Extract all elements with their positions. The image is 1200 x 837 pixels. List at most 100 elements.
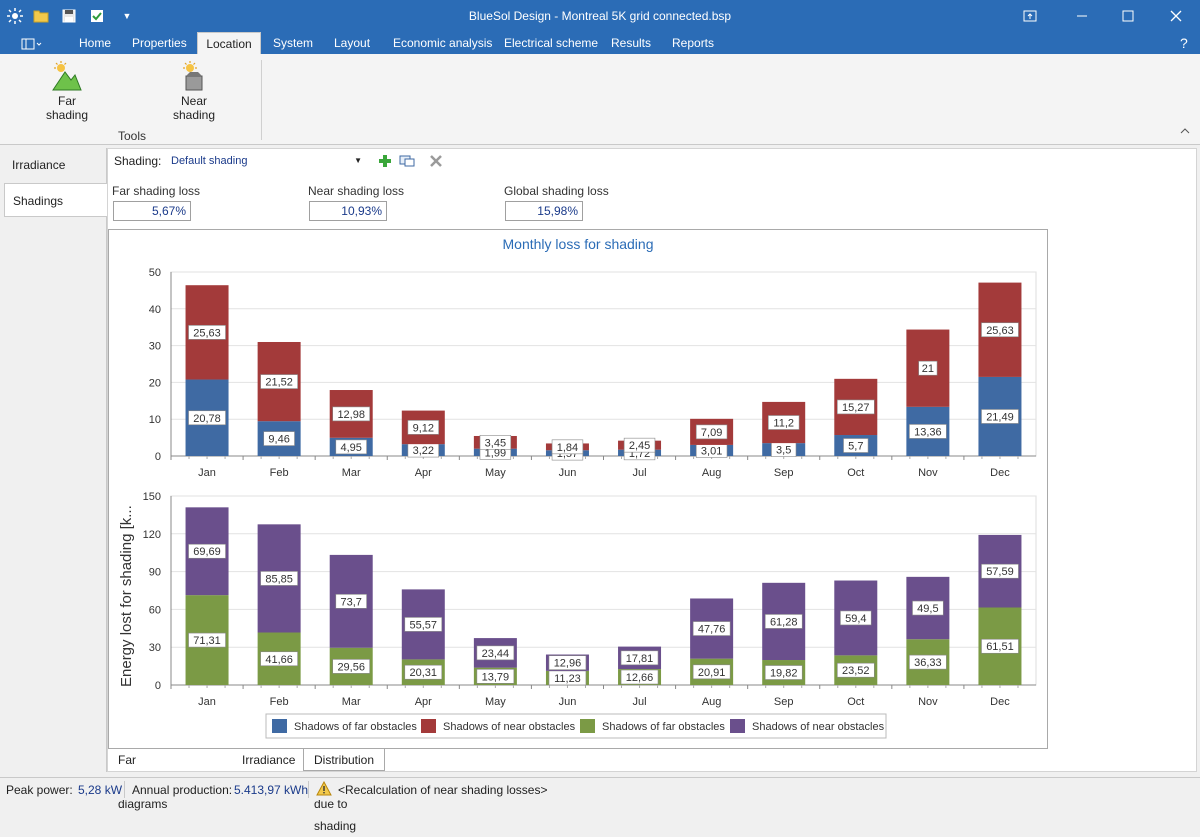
add-shading-icon[interactable] <box>376 153 394 169</box>
restore-ribbon-icon[interactable] <box>1020 6 1040 26</box>
data-label: 59,4 <box>845 613 866 625</box>
y-tick-label: 40 <box>149 304 161 316</box>
edit-shading-icon[interactable] <box>398 153 416 169</box>
data-label-box <box>692 664 731 680</box>
data-label-box <box>551 439 584 455</box>
data-label-box <box>623 437 656 453</box>
x-tick-label: Feb <box>270 467 289 479</box>
data-label-box <box>836 399 875 415</box>
data-label-box <box>188 410 226 426</box>
data-label-box <box>918 360 938 376</box>
x-tick-label: Jun <box>559 467 577 479</box>
x-tick-label: Oct <box>847 467 864 479</box>
far-shading-loss-field[interactable]: 5,67% <box>113 201 191 221</box>
status-bar: Peak power: 5,28 kW Annual production: 5… <box>0 777 1200 800</box>
app-menu-button[interactable] <box>18 32 46 54</box>
data-label-box <box>188 543 226 559</box>
data-label-box <box>476 645 515 661</box>
data-label: 9,12 <box>413 422 434 434</box>
tab-reports[interactable]: Reports <box>672 36 715 50</box>
x-tick-label: Jul <box>633 696 647 708</box>
tab-layout[interactable]: Layout <box>334 36 371 50</box>
y-tick-label: 0 <box>155 451 161 463</box>
far-shading-icon <box>52 61 82 91</box>
chevron-down-icon: ▼ <box>354 156 362 165</box>
shading-label: Shading: <box>114 154 162 168</box>
data-label: 17,81 <box>626 653 654 665</box>
data-label-box <box>479 435 512 450</box>
delete-shading-icon[interactable] <box>427 153 445 169</box>
data-label: 61,51 <box>986 641 1014 653</box>
x-tick-label: Nov <box>918 467 938 479</box>
tab-location[interactable]: Location <box>197 32 261 54</box>
data-label-box <box>260 374 298 389</box>
global-shading-loss-field[interactable]: 15,98% <box>505 201 583 221</box>
save-icon[interactable] <box>60 7 78 25</box>
tab-electrical-scheme[interactable]: Electrical scheme <box>504 36 599 50</box>
nav-shadings[interactable]: Shadings <box>4 183 107 217</box>
data-label-box <box>188 632 226 648</box>
data-label: 19,82 <box>770 668 798 680</box>
nav-irradiance-location[interactable]: Irradiance location <box>12 158 66 206</box>
data-label-box <box>620 650 659 666</box>
x-tick-label: Apr <box>415 696 432 708</box>
status-separator <box>308 781 309 798</box>
check-document-icon[interactable] <box>88 7 106 25</box>
tab-system[interactable]: System <box>273 36 314 50</box>
data-label: 1,84 <box>557 442 578 454</box>
close-icon[interactable] <box>1166 6 1186 26</box>
x-tick-label: Mar <box>342 696 361 708</box>
legend-swatch <box>730 719 745 733</box>
y-tick-label: 120 <box>143 529 161 541</box>
data-label: 7,09 <box>701 427 722 439</box>
data-label-box <box>404 617 443 632</box>
chart-title: Monthly loss for shading <box>503 236 654 252</box>
data-label: 12,96 <box>554 658 582 670</box>
data-label: 5,7 <box>848 441 863 453</box>
tab-results[interactable]: Results <box>611 36 652 50</box>
data-label: 23,44 <box>482 648 510 660</box>
x-tick-label: Dec <box>990 696 1010 708</box>
app-icon[interactable] <box>6 7 24 25</box>
open-folder-icon[interactable] <box>32 7 50 25</box>
data-label-box <box>981 563 1019 579</box>
collapse-ribbon-icon[interactable] <box>1180 127 1190 138</box>
data-label: 21 <box>922 363 934 375</box>
data-label-box <box>909 424 947 439</box>
shading-select-value: Default shading <box>171 155 248 167</box>
x-tick-label: Jul <box>633 467 647 479</box>
data-label: 36,33 <box>914 657 942 669</box>
tab-far-shading-diagrams[interactable]: Far shading diagrams <box>118 753 168 811</box>
tab-irradiance[interactable]: Irradiance <box>242 753 296 767</box>
legend-entry: Shadows of near obstacles <box>443 721 576 733</box>
y-tick-label: 30 <box>149 341 161 353</box>
minimize-icon[interactable] <box>1072 6 1092 26</box>
quick-access-dropdown-icon[interactable]: ▼ <box>122 11 132 21</box>
far-shading-button[interactable]: Far shading <box>36 60 98 122</box>
ribbon-group-tools: Tools <box>118 129 147 143</box>
near-shading-loss-field[interactable]: 10,93% <box>309 201 387 221</box>
y-tick-label: 150 <box>143 491 161 503</box>
data-label-box <box>981 322 1019 338</box>
tab-home[interactable]: Home <box>79 36 112 50</box>
shading-select[interactable]: Default shading ▼ <box>166 152 366 170</box>
data-label-box <box>188 325 226 340</box>
legend-swatch <box>421 719 436 733</box>
x-tick-label: Jun <box>559 696 577 708</box>
tab-economic-analysis[interactable]: Economic analysis <box>393 36 493 50</box>
data-label: 69,69 <box>193 546 221 558</box>
data-label: 21,52 <box>265 377 293 389</box>
data-label-box <box>407 420 439 435</box>
data-label-box <box>260 651 298 667</box>
help-button[interactable]: ? <box>1180 35 1188 51</box>
data-label-box <box>335 594 367 609</box>
data-label: 9,46 <box>268 434 289 446</box>
y-axis-label: Energy lost for shading [k... <box>118 505 135 687</box>
tab-properties[interactable]: Properties <box>132 36 187 50</box>
maximize-icon[interactable] <box>1118 6 1138 26</box>
data-label: 61,28 <box>770 616 798 628</box>
near-shading-button[interactable]: Near shading <box>160 60 228 122</box>
data-label-box <box>909 654 947 670</box>
data-label: 11,2 <box>773 418 794 430</box>
tab-distribution-of-losses[interactable]: Distribution of losses due to shading <box>303 749 386 833</box>
